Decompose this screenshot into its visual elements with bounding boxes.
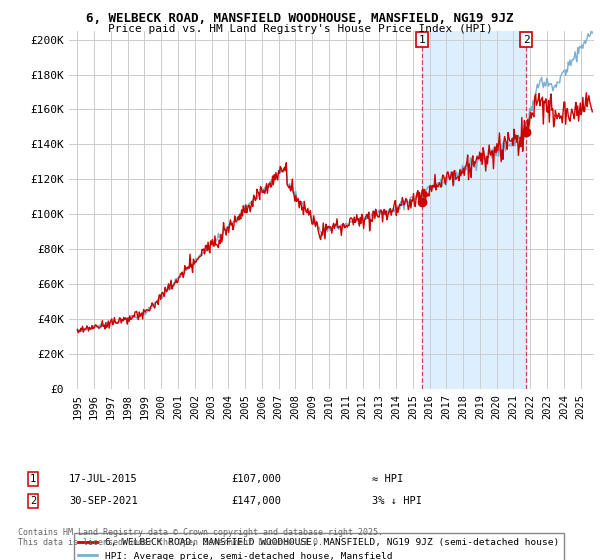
- Legend: 6, WELBECK ROAD, MANSFIELD WOODHOUSE, MANSFIELD, NG19 9JZ (semi-detached house),: 6, WELBECK ROAD, MANSFIELD WOODHOUSE, MA…: [74, 533, 564, 560]
- Text: 6, WELBECK ROAD, MANSFIELD WOODHOUSE, MANSFIELD, NG19 9JZ: 6, WELBECK ROAD, MANSFIELD WOODHOUSE, MA…: [86, 12, 514, 25]
- Text: 1: 1: [419, 35, 425, 45]
- Text: 30-SEP-2021: 30-SEP-2021: [69, 496, 138, 506]
- Text: 3% ↓ HPI: 3% ↓ HPI: [372, 496, 422, 506]
- Text: Price paid vs. HM Land Registry's House Price Index (HPI): Price paid vs. HM Land Registry's House …: [107, 24, 493, 34]
- Bar: [422, 31, 526, 389]
- Text: £147,000: £147,000: [231, 496, 281, 506]
- Text: 17-JUL-2015: 17-JUL-2015: [69, 474, 138, 484]
- Text: £107,000: £107,000: [231, 474, 281, 484]
- Text: 2: 2: [30, 496, 36, 506]
- Text: Contains HM Land Registry data © Crown copyright and database right 2025.
This d: Contains HM Land Registry data © Crown c…: [18, 528, 383, 547]
- Text: 1: 1: [30, 474, 36, 484]
- Text: ≈ HPI: ≈ HPI: [372, 474, 403, 484]
- Text: 2: 2: [523, 35, 529, 45]
